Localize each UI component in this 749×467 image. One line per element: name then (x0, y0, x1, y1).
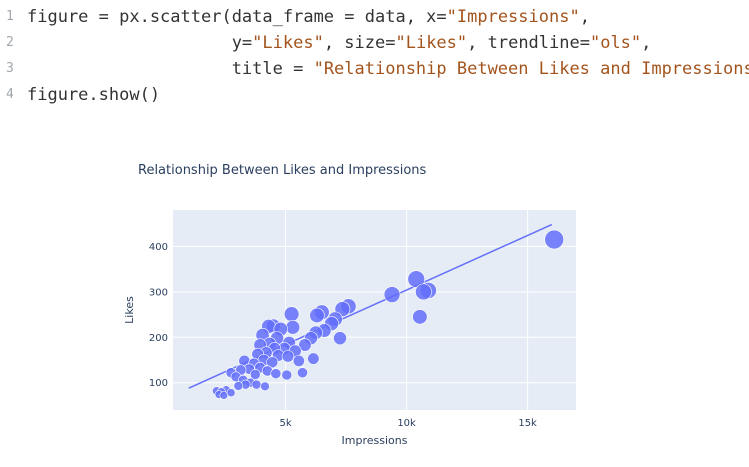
scatter-point (292, 354, 305, 367)
line-number: 1 (6, 9, 14, 24)
code-text: figure.show() (27, 82, 160, 108)
scatter-point (297, 367, 308, 379)
code-token: , (641, 33, 652, 53)
scatter-point (298, 338, 312, 352)
code-token: , (579, 7, 590, 27)
code-line: 2 y="Likes", size="Likes", trendline="ol… (0, 30, 749, 56)
y-tick-label: 200 (149, 333, 168, 344)
scatter-point (251, 379, 262, 390)
scatter-point (226, 388, 236, 398)
code-string-token: "ols" (589, 33, 642, 53)
y-tick-label: 100 (149, 378, 168, 389)
line-number: 2 (6, 35, 14, 50)
code-string-token: "Likes" (252, 33, 324, 53)
scatter-point (249, 369, 261, 380)
y-tick-label: 400 (149, 242, 168, 253)
code-token: figure.show() (27, 85, 161, 105)
scatter-point (219, 391, 229, 400)
code-line: 4 figure.show() (0, 82, 749, 108)
line-number: 3 (6, 61, 14, 76)
scatter-point (307, 352, 320, 365)
scatter-point (283, 306, 300, 322)
x-tick-label: 15k (518, 418, 537, 429)
scatter-point (333, 331, 347, 346)
scatter-chart: Relationship Between Likes and Impressio… (0, 140, 749, 463)
scatter-point (383, 286, 401, 303)
scatter-point (266, 356, 279, 369)
code-cell: 1 figure = px.scatter(data_frame = data, … (0, 4, 749, 108)
code-token: figure = px.scatter(data_frame = data, x… (27, 7, 447, 27)
code-token: , size= (323, 33, 396, 53)
code-token: title = (27, 59, 314, 79)
line-number: 4 (6, 87, 14, 102)
code-text: title = "Relationship Between Likes and … (27, 56, 749, 82)
scatter-point (309, 307, 325, 324)
code-text: y="Likes", size="Likes", trendline="ols"… (27, 30, 652, 56)
axis-ticks: 5k 10k 15k 100 200 300 400 (149, 242, 537, 429)
x-tick-label: 10k (397, 418, 416, 429)
y-axis-label: Likes (123, 296, 136, 324)
scatter-point (415, 283, 432, 301)
chart-title: Relationship Between Likes and Impressio… (138, 163, 427, 178)
scatter-point (270, 368, 282, 380)
scatter-point (281, 350, 295, 363)
code-text: figure = px.scatter(data_frame = data, x… (27, 4, 590, 30)
code-string-token: "Likes" (395, 33, 468, 53)
scatter-point (285, 320, 301, 335)
chart-svg: Relationship Between Likes and Impressio… (123, 163, 576, 447)
code-string-token: "Impressions" (446, 7, 580, 27)
scatter-point (233, 381, 244, 391)
code-line: 1 figure = px.scatter(data_frame = data, … (0, 4, 749, 30)
y-tick-label: 300 (149, 287, 168, 298)
code-line: 3 title = "Relationship Between Likes an… (0, 56, 749, 82)
scatter-point (281, 369, 293, 381)
scatter-point (412, 309, 428, 325)
scatter-point (544, 229, 565, 250)
code-string-token: "Relationship Between Likes and Impressi… (313, 59, 749, 79)
code-token: , trendline= (467, 33, 590, 53)
x-axis-label: Impressions (342, 434, 408, 447)
points-layer (212, 229, 565, 400)
x-tick-label: 5k (279, 418, 291, 429)
code-token: y= (27, 33, 253, 53)
scatter-point (260, 381, 270, 392)
scatter-point (407, 270, 426, 288)
